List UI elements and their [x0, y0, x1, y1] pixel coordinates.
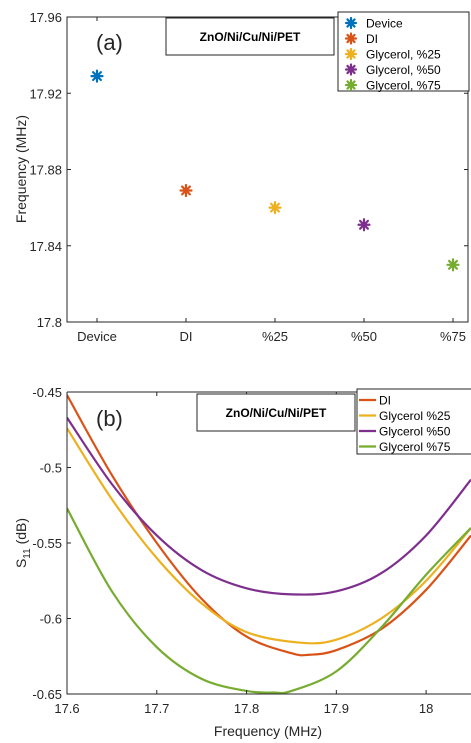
panel-a-data-point: [357, 218, 371, 232]
panel-a-y-tick-label: 17.88: [29, 163, 62, 178]
panel-a-y-tick-label: 17.96: [29, 10, 62, 25]
panel-a-legend-entry: DI: [366, 32, 378, 46]
panel-b-y-tick-label: -0.5: [40, 461, 62, 476]
panel-a-y-ticks: 17.8 17.84 17.88 17.92 17.96: [29, 10, 468, 330]
panel-b-y-tick-label: -0.45: [32, 385, 62, 400]
panel-b-annotation-box: [196, 393, 356, 432]
panel-b-series-line: [67, 507, 471, 694]
panel-b-x-tick-label: 17.6: [54, 701, 79, 716]
panel-b-x-tick-label: 17.7: [144, 701, 169, 716]
panel-b-y-tick-label: -0.6: [40, 612, 62, 627]
panel-a-data-point: [268, 201, 282, 215]
panel-b-series-line: [67, 394, 471, 657]
panel-b-x-axis-label: Frequency (MHz): [214, 723, 322, 739]
panel-a-annotation-box: [165, 17, 335, 56]
panel-a-legend-marker: [344, 16, 358, 30]
panel-a-data-point: [446, 258, 460, 272]
panel-b-x-tick-label: 18: [419, 701, 433, 716]
panel-b-series-line: [67, 417, 471, 596]
panel-a-label: (a): [96, 30, 123, 55]
panel-a-x-tick-label: DI: [180, 329, 193, 344]
panel-b-y-ticks: -0.65 -0.6 -0.55 -0.5 -0.45: [32, 385, 71, 702]
panel-a-y-tick-label: 17.8: [37, 315, 62, 330]
panel-b-annotation-text: ZnO/Ni/Cu/Ni/PET: [226, 406, 327, 420]
panel-b-legend-entry: Glycerol %25: [379, 409, 451, 423]
panel-a-x-tick-label: %25: [262, 329, 288, 344]
panel-a-y-tick-label: 17.92: [29, 86, 62, 101]
panel-a-legend-box: [337, 11, 470, 92]
panel-a-legend-marker: [344, 47, 358, 61]
panel-a-legend-entry: Device: [366, 17, 403, 31]
panel-a-annotation-text: ZnO/Ni/Cu/Ni/PET: [200, 30, 301, 44]
panel-a-x-tick-label: %75: [440, 329, 466, 344]
panel-b-y-axis-label: S11 (dB): [13, 518, 33, 568]
panel-b-y-tick-label: -0.55: [32, 536, 62, 551]
panel-b-legend-entry: Glycerol %50: [379, 425, 451, 439]
panel-a-y-axis-label: Frequency (MHz): [13, 115, 29, 223]
panel-a-legend-marker: [344, 78, 358, 92]
panel-b-x-ticks: 17.6 17.7 17.8 17.9 18: [54, 392, 433, 716]
panel-a-legend-marker: [344, 32, 358, 45]
panel-a-legend-entry: Glycerol, %50: [366, 63, 441, 77]
panel-a-x-tick-label: %50: [351, 329, 377, 344]
panel-a-y-tick-label: 17.84: [29, 239, 62, 254]
panel-a-x-tick-label: Device: [77, 329, 117, 344]
panel-b-x-tick-label: 17.8: [234, 701, 259, 716]
panel-b-line-chart: -0.65 -0.6 -0.55 -0.5 -0.45 17.6 17.7 17.8 17.9…: [13, 385, 471, 739]
panel-a-data-point: [179, 183, 193, 198]
panel-b-y-tick-label: -0.65: [32, 687, 62, 702]
panel-a-legend-entry: Glycerol, %25: [366, 48, 441, 62]
panel-a-points: [90, 69, 460, 272]
panel-b-x-tick-label: 17.9: [324, 701, 349, 716]
panel-b-legend-entry: DI: [379, 394, 391, 408]
panel-a-legend-entry: Glycerol, %75: [366, 79, 441, 93]
panel-a-x-ticks: Device DI %25 %50 %75: [77, 17, 466, 344]
panel-a-legend-marker: [344, 63, 358, 76]
panel-b-series-lines: [67, 394, 471, 694]
panel-a-data-point: [90, 69, 104, 83]
panel-b-legend-entry: Glycerol %75: [379, 440, 451, 454]
panel-b-label: (b): [96, 406, 123, 431]
